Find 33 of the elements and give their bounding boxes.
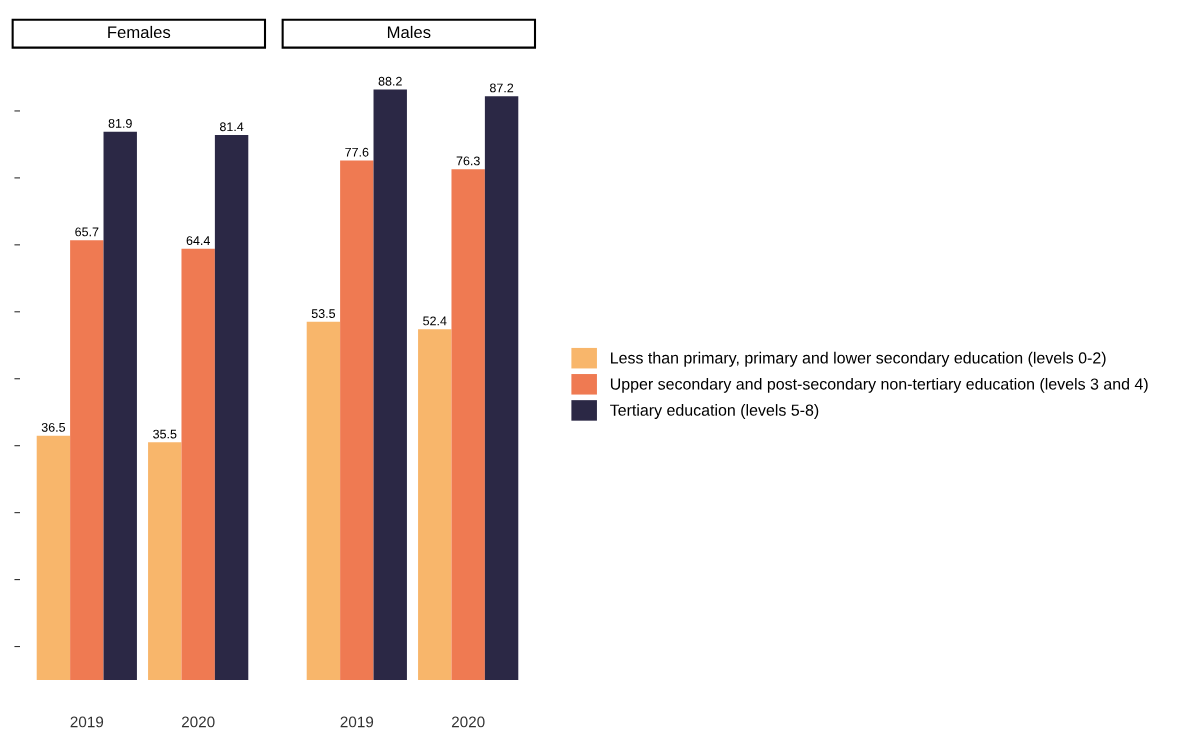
bar [340,160,374,680]
bar [451,169,485,680]
data-label: 35.5 [153,429,177,439]
bar [70,240,104,680]
bar [484,96,519,680]
data-label: 81.4 [219,122,244,132]
x-tick-label: 2020 [181,716,215,728]
bar [148,442,182,680]
data-label: 64.4 [186,236,210,245]
bar [306,321,341,680]
x-tick-label: 2019 [70,716,104,728]
legend-label: Less than primary, primary and lower secondary education (levels 0-2) [611,351,1106,367]
bar [373,89,407,680]
legend-label: Tertiary education (levels 5-8) [610,404,819,419]
data-label: 36.5 [41,422,66,432]
legend-label: Upper secondary and post-secondary non-tertiary education (levels 3 and 4) [610,377,1148,393]
bar [418,329,452,680]
x-tick-label: 2020 [451,716,485,728]
data-label: 77.6 [345,147,369,157]
data-label: 88.2 [378,76,402,86]
chart-title: Males [387,25,431,39]
data-label: 53.5 [311,309,336,318]
data-label: 52.4 [423,316,447,326]
data-label: 65.7 [75,227,99,237]
x-tick-label: 2019 [340,716,374,728]
bar [103,131,137,680]
bar [36,435,71,680]
chart-title: Females [108,25,171,39]
data-label: 76.3 [456,156,480,166]
data-label: 87.2 [489,83,514,93]
data-label: 81.9 [108,118,132,128]
bar [214,135,249,680]
bar [181,248,215,680]
